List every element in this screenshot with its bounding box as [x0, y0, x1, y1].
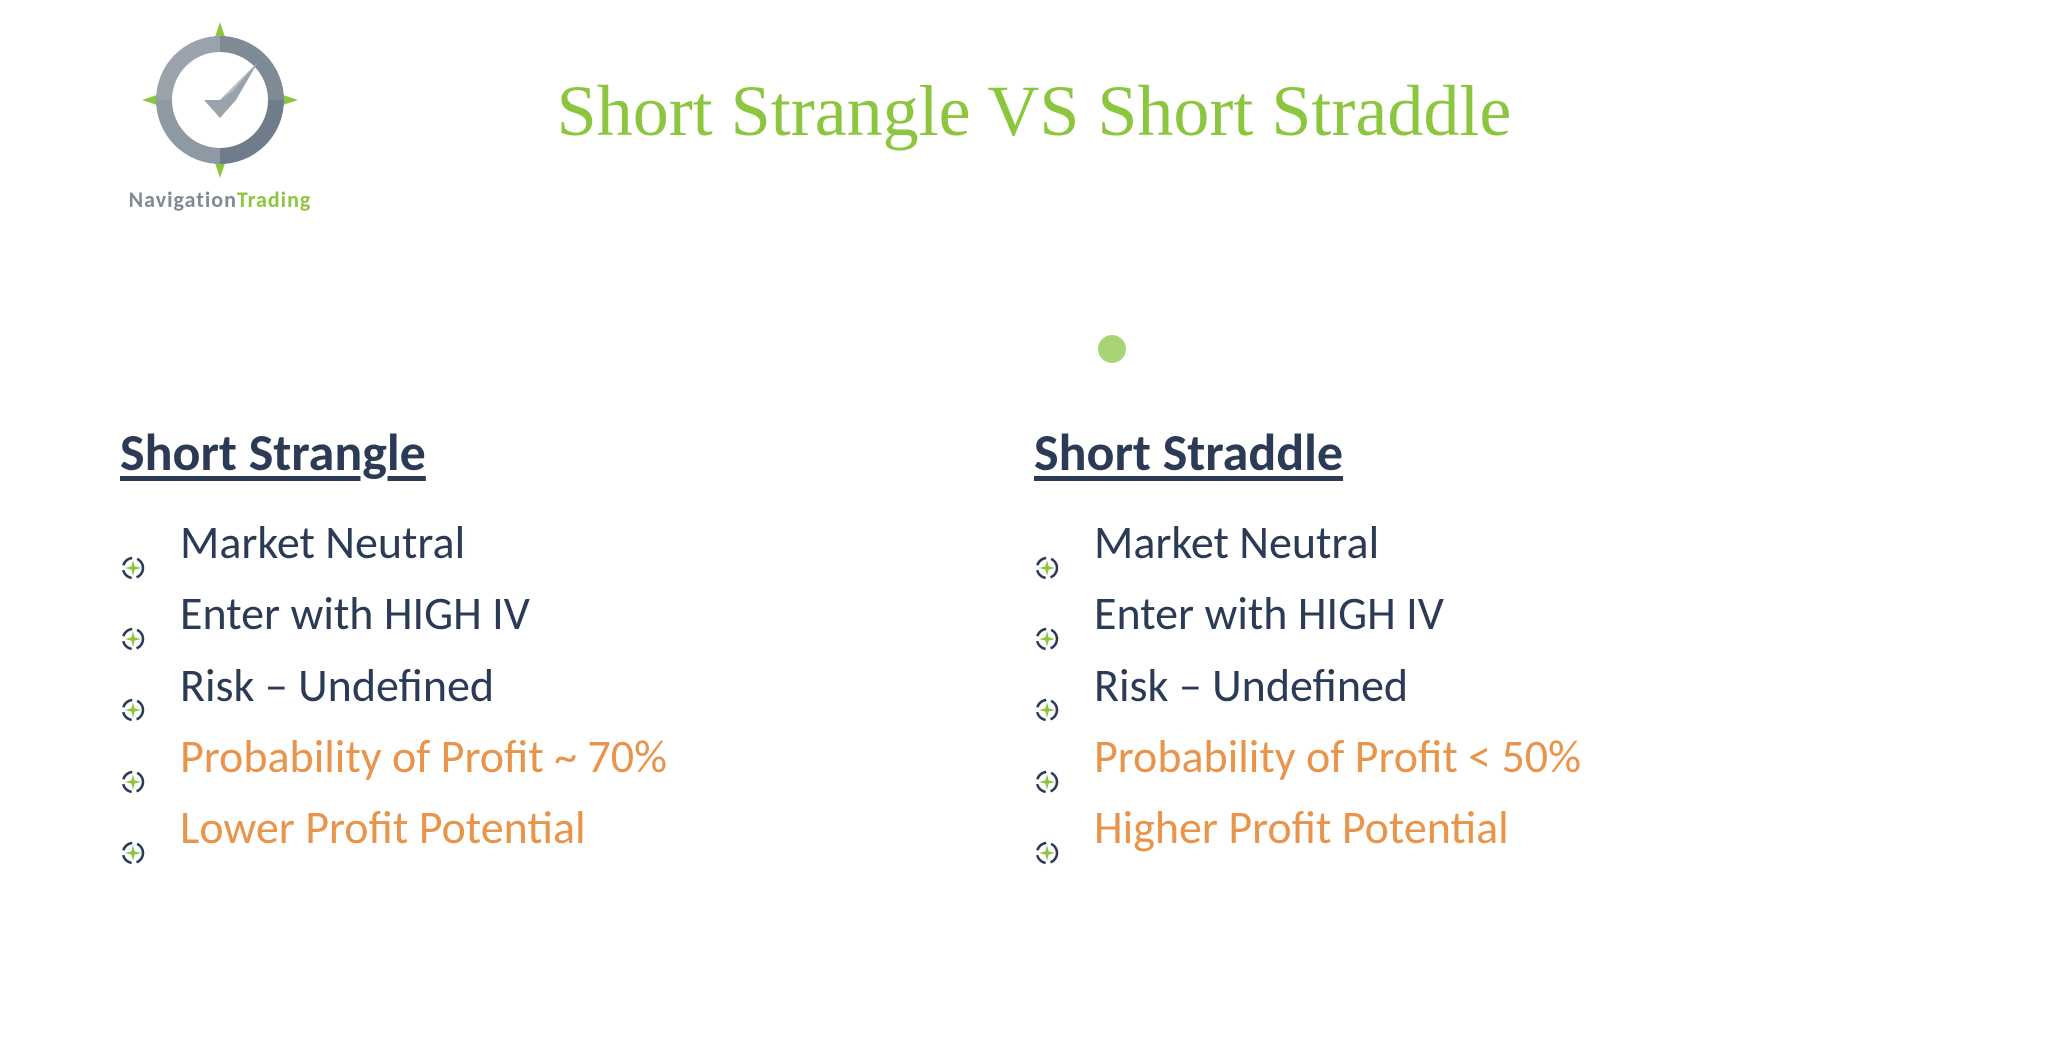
- bullet-list: Market Neutral Enter with HIGH IV Risk – U…: [120, 508, 1034, 864]
- list-item-text: Risk – Undefined: [1094, 658, 1408, 714]
- logo-text: NavigationTrading: [90, 186, 350, 213]
- comparison-columns: Short Strangle Market Neutral Enter with …: [120, 420, 1948, 864]
- list-item-text: Enter with HIGH IV: [1094, 586, 1444, 642]
- page-title: Short Strangle VS Short Straddle: [0, 70, 2068, 153]
- logo-text-part2: Trading: [237, 186, 311, 213]
- list-item: Probability of Profit < 50%: [1034, 722, 1948, 793]
- column-short-straddle: Short Straddle Market Neutral Enter with …: [1034, 420, 1948, 864]
- list-item: Market Neutral: [1034, 508, 1948, 579]
- column-heading: Short Straddle: [1034, 420, 1948, 484]
- list-item-text: Market Neutral: [1094, 515, 1379, 571]
- list-item: Lower Profit Potential: [120, 793, 1034, 864]
- compass-bullet-icon: [1034, 602, 1060, 628]
- list-item-text: Enter with HIGH IV: [180, 586, 530, 642]
- compass-bullet-icon: [1034, 745, 1060, 771]
- list-item: Enter with HIGH IV: [120, 579, 1034, 650]
- compass-bullet-icon: [1034, 531, 1060, 557]
- logo-text-part1: Navigation: [129, 186, 237, 213]
- column-heading: Short Strangle: [120, 420, 1034, 484]
- column-short-strangle: Short Strangle Market Neutral Enter with …: [120, 420, 1034, 864]
- list-item-text: Lower Profit Potential: [180, 800, 586, 856]
- list-item-text: Market Neutral: [180, 515, 465, 571]
- compass-bullet-icon: [120, 745, 146, 771]
- list-item: Probability of Profit ~ 70%: [120, 722, 1034, 793]
- list-item: Market Neutral: [120, 508, 1034, 579]
- compass-bullet-icon: [120, 673, 146, 699]
- list-item-text: Risk – Undefined: [180, 658, 494, 714]
- list-item: Higher Profit Potential: [1034, 793, 1948, 864]
- list-item: Risk – Undefined: [120, 651, 1034, 722]
- compass-bullet-icon: [120, 816, 146, 842]
- compass-bullet-icon: [120, 531, 146, 557]
- slide: NavigationTrading Short Strangle VS Shor…: [0, 0, 2068, 1050]
- bullet-list: Market Neutral Enter with HIGH IV Risk – U…: [1034, 508, 1948, 864]
- list-item-text: Probability of Profit < 50%: [1094, 729, 1581, 785]
- list-item-text: Probability of Profit ~ 70%: [180, 729, 667, 785]
- list-item: Enter with HIGH IV: [1034, 579, 1948, 650]
- list-item-text: Higher Profit Potential: [1094, 800, 1509, 856]
- cursor-highlight-icon: [1098, 335, 1126, 363]
- compass-bullet-icon: [1034, 673, 1060, 699]
- compass-bullet-icon: [120, 602, 146, 628]
- compass-bullet-icon: [1034, 816, 1060, 842]
- list-item: Risk – Undefined: [1034, 651, 1948, 722]
